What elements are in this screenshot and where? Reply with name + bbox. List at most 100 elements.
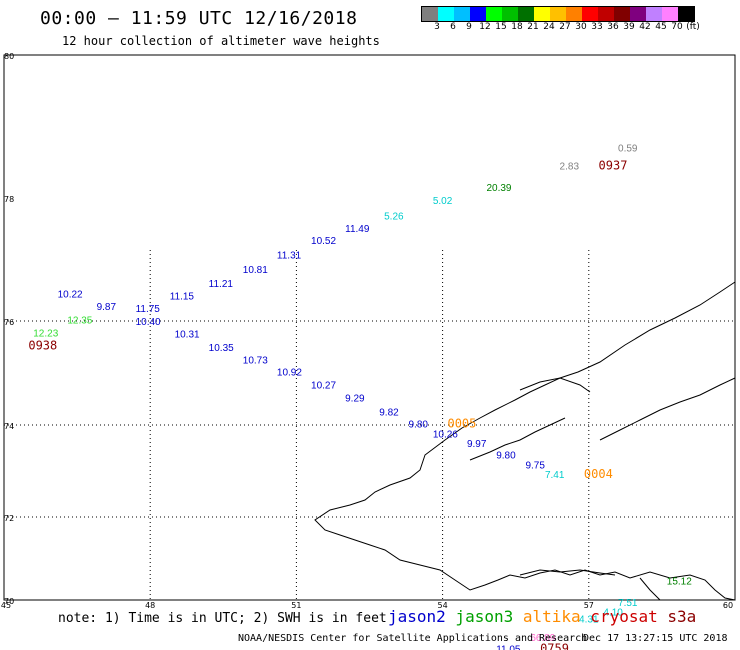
legend-label: 39 [623,22,635,32]
credit-line: NOAA/NESDIS Center for Satellite Applica… [238,633,588,644]
wave-height-value: 5.02 [433,196,453,207]
wave-height-value: 10.73 [243,356,268,367]
legend-label: 9 [466,22,472,32]
legend-label: 21 [527,22,539,32]
legend-label: 27 [559,22,571,32]
pass-time-label: 0759 [540,641,569,650]
wave-height-value: 10.22 [58,290,83,301]
legend-label: 36 [607,22,619,32]
wave-height-value: 11.75 [136,304,161,315]
wave-height-value: 2.83 [560,161,580,172]
longitude-label: 57 [584,601,594,610]
legend-swatch [486,7,502,21]
legend-label: 42 [639,22,651,32]
legend-label: 45 [655,22,667,32]
wave-height-value: 11.21 [209,279,234,290]
satellite-legend: jason2 jason3 altika cryosat s3a [388,607,696,626]
pass-time-label: 0005 [447,416,476,430]
legend-swatch [646,7,662,21]
map-frame [3,54,736,601]
wave-height-value: 10.31 [175,330,200,341]
wave-height-value: 9.97 [467,439,487,450]
legend-label: 3 [434,22,440,32]
legend-swatch [678,7,694,21]
wave-height-value: 20.39 [486,183,511,194]
latitude-label: 76 [4,318,14,327]
legend-swatch [518,7,534,21]
coast-detail-3 [599,377,736,441]
wave-height-value: 10.81 [243,265,268,276]
landmass-outline [314,281,736,601]
legend-swatch [582,7,598,21]
longitude-label: 60 [723,601,733,610]
pass-time-label: 0004 [584,467,613,481]
coast-detail-5 [519,569,616,576]
longitude-label: 48 [145,601,155,610]
coast-detail-1 [469,417,566,461]
legend-swatch [614,7,630,21]
wave-height-value: 10.26 [433,429,458,440]
wave-height-value: 9.82 [379,408,399,419]
wave-height-value: 12.35 [67,316,92,327]
wave-height-value: 11.31 [277,250,302,261]
wave-height-value: 66.89 [530,633,555,644]
wave-height-value: 11.49 [345,224,370,235]
wave-height-value: 9.87 [97,302,117,313]
wave-height-value: 4.31 [579,615,599,626]
wave-height-value: 4.10 [603,608,623,619]
wave-height-value: 7.51 [618,598,638,609]
legend-swatch [454,7,470,21]
wave-height-value: 15.12 [667,577,692,588]
wave-height-value: 0.59 [618,144,638,155]
satellite-name: jason3 [445,607,514,626]
latitude-label: 80 [4,52,14,61]
satellite-name: jason2 [388,607,446,626]
wave-height-value: 12.23 [33,329,58,340]
page-title: 00:00 – 11:59 UTC 12/16/2018 [40,8,358,29]
wave-height-value: 11.15 [170,291,195,302]
coastline [314,281,736,601]
longitude-label: 45 [1,601,11,610]
coast-detail-4 [639,577,661,601]
wave-height-value: 10.35 [209,343,234,354]
wave-height-value: 10.52 [311,236,336,247]
wave-height-value: 9.80 [496,451,516,462]
wave-height-value: 11.05 [496,644,521,650]
legend-swatch [502,7,518,21]
legend-label: 6 [450,22,456,32]
latitude-label: 74 [4,422,14,431]
satellite-name: s3a [657,607,697,626]
wave-height-value: 5.26 [384,212,404,223]
satellite-name: altika [513,607,581,626]
latitude-label: 72 [4,514,14,523]
legend-label: 24 [543,22,555,32]
longitude-labels: 45 48 51 54 57 60 [1,601,733,610]
legend-swatch [566,7,582,21]
wave-height-color-legend [421,6,695,22]
legend-labels: 3 6 9 12 15 18 21 24 27 30 33 36 39 42 45 70 (ft) [421,22,740,34]
wave-height-value: 10.40 [136,317,161,328]
coast-detail-2 [519,377,591,393]
legend-swatch [662,7,678,21]
satellite-name: cryosat [580,607,658,626]
wave-height-value: 9.80 [408,419,428,430]
observation-labels: 0.59 2.83 0937 20.39 5.02 5.26 11.49 10.52 11.31… [28,144,692,650]
latitude-label: 70 [4,597,14,606]
legend-swatch [550,7,566,21]
pass-time-label: 0937 [599,158,628,172]
footnote: note: 1) Time is in UTC; 2) SWH is in fe… [58,611,387,626]
legend-label: 30 [575,22,587,32]
longitude-label: 51 [291,601,301,610]
legend-swatch [534,7,550,21]
wave-height-value: 9.29 [345,394,365,405]
legend-label: 15 [495,22,507,32]
legend-swatch [470,7,486,21]
wave-height-value: 9.75 [525,461,545,472]
legend-label: 33 [591,22,603,32]
legend-label: (ft) [686,22,700,32]
legend-swatch [598,7,614,21]
legend-swatch [630,7,646,21]
legend-label: 12 [479,22,491,32]
legend-swatch [438,7,454,21]
